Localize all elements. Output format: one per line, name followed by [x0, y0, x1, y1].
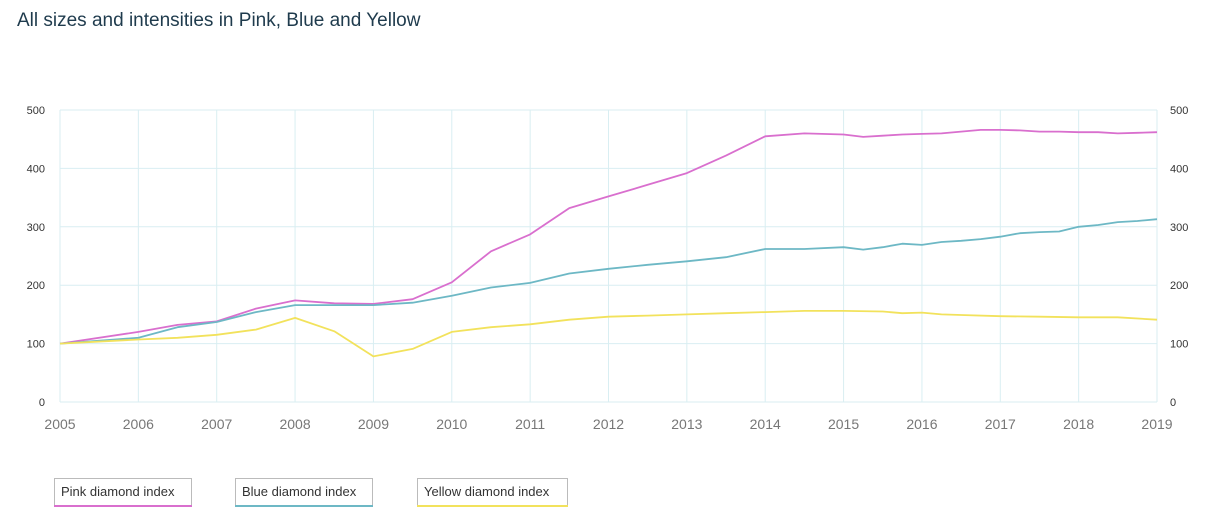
series-line-pink — [59, 129, 1158, 345]
legend-item-yellow[interactable]: Yellow diamond index — [417, 478, 568, 507]
x-tick-label: 2017 — [985, 416, 1016, 432]
legend-item-pink[interactable]: Pink diamond index — [54, 478, 192, 507]
y-tick-label-right: 200 — [1170, 280, 1188, 292]
legend-label-blue: Blue diamond index — [242, 484, 357, 499]
x-tick-label: 2013 — [671, 416, 702, 432]
x-tick-label: 2012 — [593, 416, 624, 432]
x-tick-label: 2014 — [750, 416, 781, 432]
x-tick-label: 2009 — [358, 416, 389, 432]
legend: Pink diamond index Blue diamond index Ye… — [0, 478, 1208, 513]
legend-label-yellow: Yellow diamond index — [424, 484, 550, 499]
y-tick-label-left: 400 — [27, 163, 45, 175]
y-tick-label-right: 400 — [1170, 163, 1188, 175]
x-tick-label: 2019 — [1141, 416, 1172, 432]
series-line-blue — [59, 218, 1158, 345]
y-tick-label-right: 100 — [1170, 339, 1188, 351]
x-tick-label: 2005 — [44, 416, 75, 432]
legend-label-pink: Pink diamond index — [61, 484, 175, 499]
series-line-yellow — [59, 310, 1158, 358]
y-tick-label-right: 300 — [1170, 222, 1188, 234]
y-tick-label-left: 300 — [27, 222, 45, 234]
chart-title: All sizes and intensities in Pink, Blue … — [17, 10, 421, 31]
x-tick-label: 2018 — [1063, 416, 1094, 432]
x-tick-label: 2016 — [906, 416, 937, 432]
x-tick-label: 2011 — [515, 416, 545, 432]
legend-swatch-yellow — [417, 505, 568, 507]
x-tick-label: 2008 — [279, 416, 310, 432]
legend-swatch-pink — [54, 505, 192, 507]
x-tick-label: 2007 — [201, 416, 232, 432]
y-tick-label-left: 100 — [27, 339, 45, 351]
y-tick-label-right: 500 — [1170, 105, 1188, 117]
legend-item-blue[interactable]: Blue diamond index — [235, 478, 373, 507]
y-tick-label-left: 500 — [27, 105, 45, 117]
x-tick-label: 2006 — [123, 416, 154, 432]
y-tick-label-right: 0 — [1170, 397, 1176, 409]
x-tick-label: 2015 — [828, 416, 859, 432]
y-tick-label-left: 200 — [27, 280, 45, 292]
y-tick-label-left: 0 — [39, 397, 45, 409]
legend-swatch-blue — [235, 505, 373, 507]
line-chart: 0 0 100 100 200 200 300 300 400 400 500 500 2005 2006… — [27, 105, 1189, 432]
x-tick-label: 2010 — [436, 416, 467, 432]
